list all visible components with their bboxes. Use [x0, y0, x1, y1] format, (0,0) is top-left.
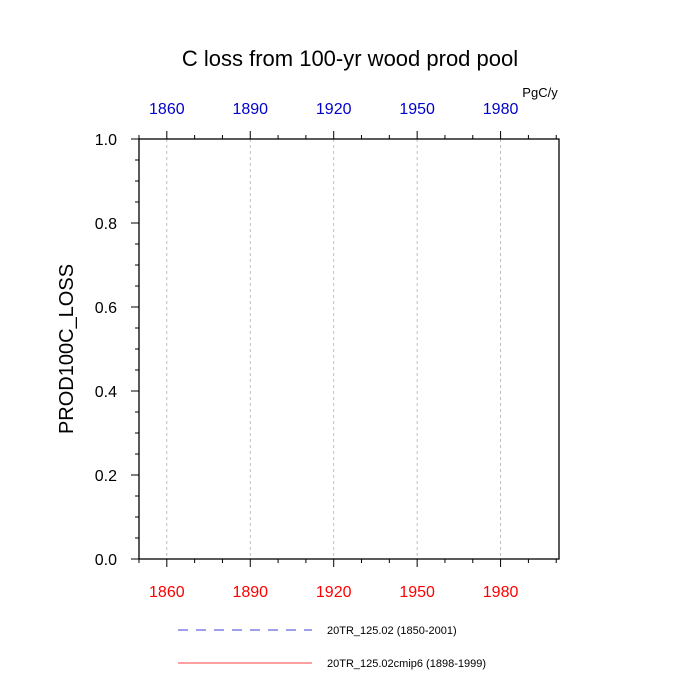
- legend-label-1: 20TR_125.02 (1850-2001): [327, 625, 457, 637]
- units-label: PgC/y: [522, 85, 558, 100]
- x-tick-label-top: 1860: [149, 101, 185, 118]
- legend: 20TR_125.02 (1850-2001) 20TR_125.02cmip6 …: [178, 625, 486, 670]
- y-tick-label: 1.0: [95, 132, 117, 149]
- x-tick-label-bottom: 1890: [232, 584, 268, 601]
- y-axis-label: PROD100C_LOSS: [56, 264, 78, 434]
- plot-frame: [138, 138, 560, 560]
- y-tick-label: 0.0: [95, 552, 117, 569]
- y-tick-label: 0.4: [95, 384, 117, 401]
- y-tick-label: 0.2: [95, 468, 117, 485]
- x-tick-label-top: 1980: [483, 101, 519, 118]
- y-tick-label: 0.8: [95, 216, 117, 233]
- x-tick-label-bottom: 1980: [483, 584, 519, 601]
- x-tick-label-bottom: 1950: [399, 584, 435, 601]
- x-tick-label-top: 1950: [399, 101, 435, 118]
- chart-title: C loss from 100-yr wood prod pool: [182, 46, 518, 71]
- y-tick-label: 0.6: [95, 300, 117, 317]
- x-tick-label-bottom: 1920: [316, 584, 352, 601]
- x-tick-label-top: 1890: [232, 101, 268, 118]
- grid: [166, 139, 501, 559]
- x-tick-label-top: 1920: [316, 101, 352, 118]
- x-tick-label-bottom: 1860: [149, 584, 185, 601]
- legend-label-2: 20TR_125.02cmip6 (1898-1999): [327, 658, 486, 670]
- axis-ticks: 1860 1860 1890 1890 1920 1920 1950 1950 1980 1980…: [95, 101, 557, 601]
